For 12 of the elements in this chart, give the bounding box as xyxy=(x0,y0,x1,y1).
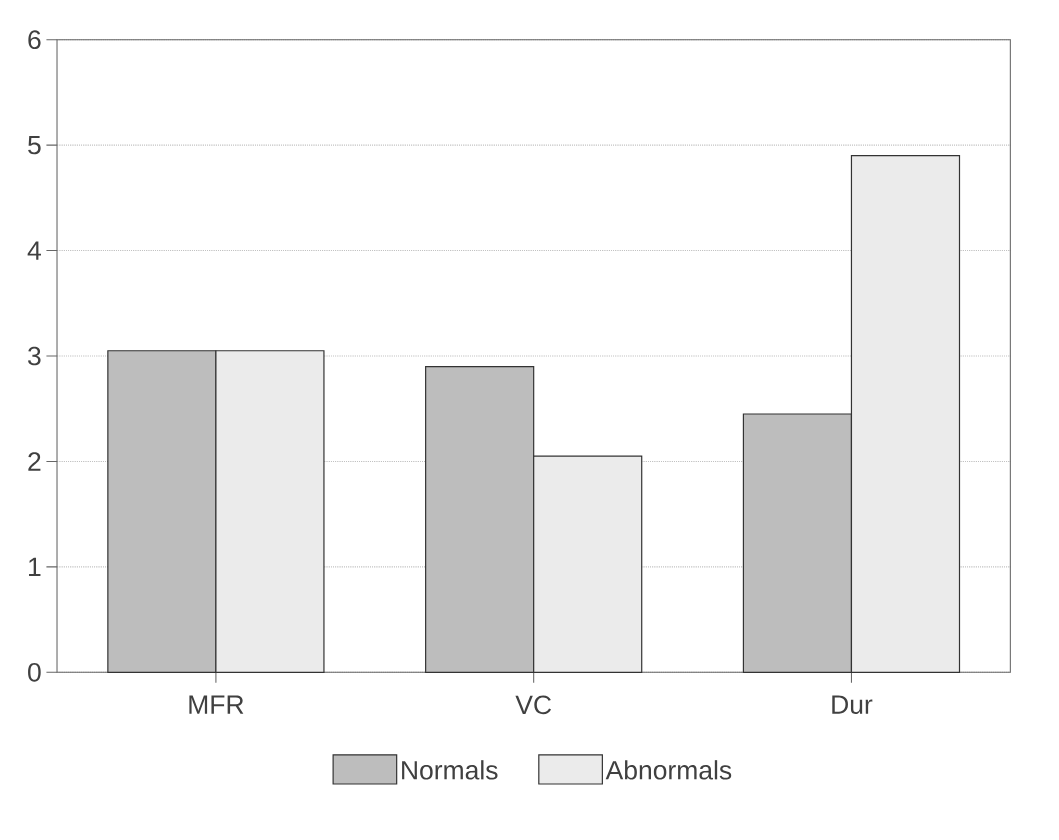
y-tick-label: 3 xyxy=(28,346,41,366)
y-tick-label: 1 xyxy=(29,557,41,576)
x-tick-label: VC xyxy=(515,695,552,715)
legend-label: Abnormals xyxy=(605,760,732,780)
y-tick-label: 0 xyxy=(28,662,41,682)
x-tick-label: MFR xyxy=(189,695,244,714)
y-tick-label: 2 xyxy=(28,452,41,471)
y-tick-label: 6 xyxy=(28,30,41,50)
legend-label: Normals xyxy=(402,760,498,780)
x-tick-label: Dur xyxy=(832,695,873,714)
y-tick-label: 4 xyxy=(27,241,41,260)
y-tick-label: 5 xyxy=(28,135,41,155)
